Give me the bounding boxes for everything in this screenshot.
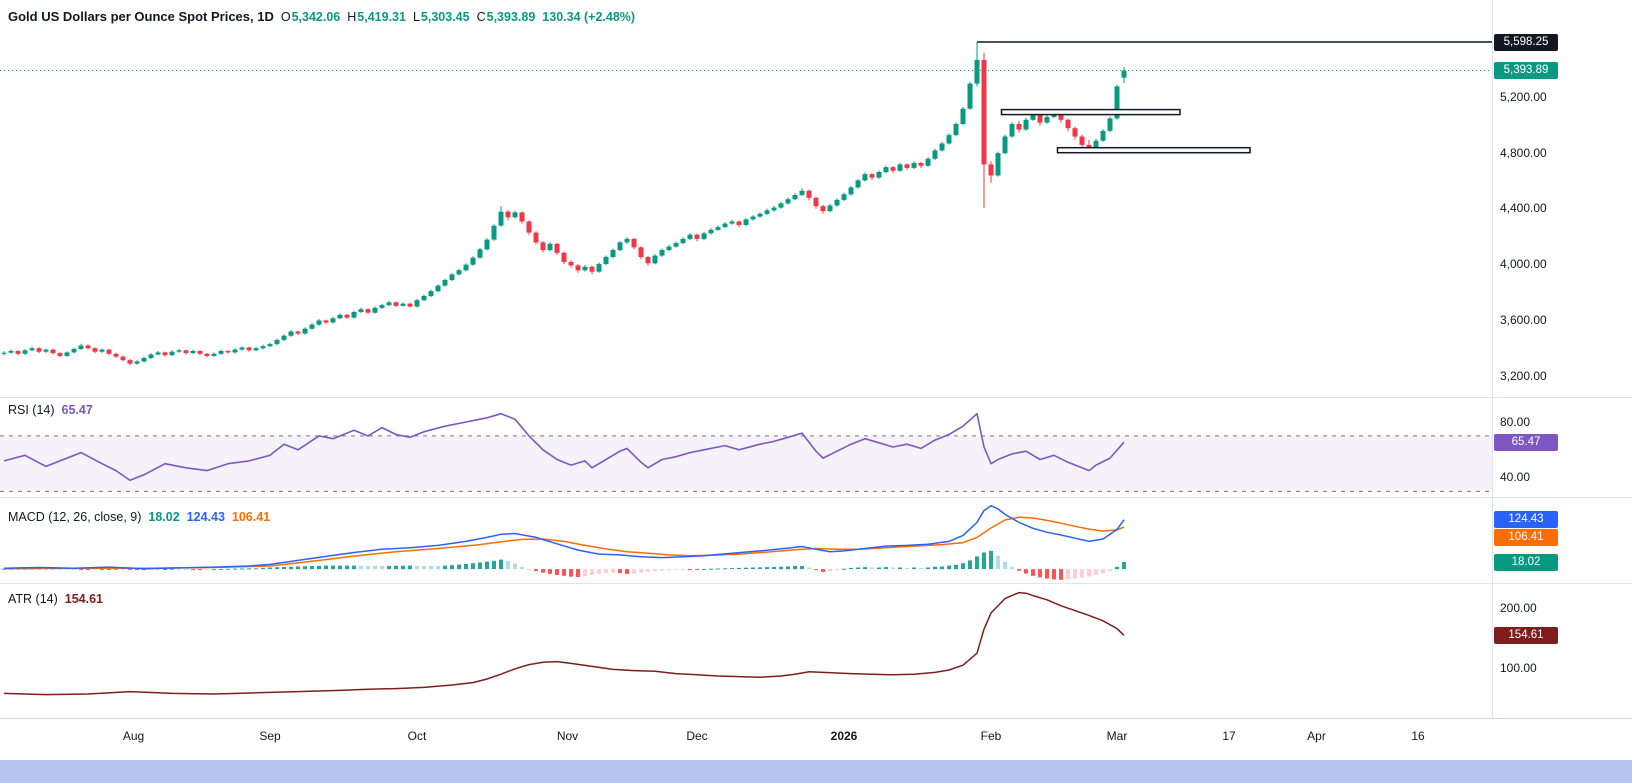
pane-separator[interactable] <box>0 397 1632 398</box>
low-value: 5,303.45 <box>420 10 470 24</box>
atr-value: 154.61 <box>64 592 104 606</box>
macd-signal-value: 106.41 <box>231 510 271 524</box>
atr-name: ATR (14) <box>8 592 58 606</box>
price-badge: 5,598.25 <box>1494 33 1558 51</box>
price-badge: 106.41 <box>1494 529 1558 547</box>
ohlc-low: L5,303.45 <box>413 10 470 24</box>
price-axis[interactable]: 5,598.25 5,393.89 5,200.00 4,800.00 4,400.00… <box>1492 0 1632 718</box>
chart-canvas[interactable] <box>0 0 1492 718</box>
pane-separator[interactable] <box>0 583 1632 584</box>
ohlc-high: H5,419.31 <box>347 10 406 24</box>
open-value: 5,342.06 <box>291 10 341 24</box>
atr-legend[interactable]: ATR (14) 154.61 <box>8 592 103 606</box>
time-axis[interactable]: Aug Sep Oct Nov Dec 2026 Feb Mar 17 Apr 16 <box>0 718 1632 761</box>
rsi-legend[interactable]: RSI (14) 65.47 <box>8 403 93 417</box>
change-value: 130.34 (+2.48%) <box>542 10 636 24</box>
axis-label: 3,600.00 <box>1500 312 1547 327</box>
axis-label: 100.00 <box>1500 660 1537 675</box>
ohlc-close: C5,393.89 <box>477 10 536 24</box>
price-badge: 65.47 <box>1494 433 1558 451</box>
macd-hist-value: 18.02 <box>148 510 180 524</box>
time-tick: 16 <box>1411 729 1425 743</box>
axis-label: 80.00 <box>1500 414 1531 429</box>
time-tick: Dec <box>686 729 708 743</box>
pane-separator[interactable] <box>0 497 1632 498</box>
low-label: L <box>412 10 420 24</box>
high-value: 5,419.31 <box>357 10 406 24</box>
ohlc-open: O5,342.06 <box>281 10 340 24</box>
time-tick: 17 <box>1222 729 1236 743</box>
macd-legend[interactable]: MACD (12, 26, close, 9) 18.02 124.43 106… <box>8 510 270 524</box>
time-tick: Sep <box>259 729 281 743</box>
macd-line-value: 124.43 <box>186 510 225 524</box>
high-label: H <box>347 10 357 24</box>
price-badge: 5,393.89 <box>1494 62 1558 79</box>
axis-label: 3,200.00 <box>1500 368 1547 383</box>
close-label: C <box>476 10 486 24</box>
price-badge: 18.02 <box>1494 553 1558 571</box>
axis-label: 4,800.00 <box>1500 145 1547 160</box>
open-label: O <box>280 10 291 24</box>
time-tick: Mar <box>1106 729 1128 743</box>
price-badge: 154.61 <box>1494 626 1558 644</box>
macd-name: MACD (12, 26, close, 9) <box>8 510 142 524</box>
time-tick: 2026 <box>830 729 858 743</box>
axis-label: 5,200.00 <box>1500 90 1547 104</box>
axis-label: 4,400.00 <box>1500 201 1547 216</box>
axis-label: 4,000.00 <box>1500 257 1547 272</box>
symbol-title: Gold US Dollars per Ounce Spot Prices, 1… <box>8 9 274 24</box>
rsi-name: RSI (14) <box>8 403 55 417</box>
axis-label: 40.00 <box>1500 470 1531 485</box>
axis-label: 200.00 <box>1500 600 1537 615</box>
time-tick: Nov <box>556 729 579 743</box>
price-badge: 124.43 <box>1494 511 1558 529</box>
time-tick: Oct <box>407 729 427 743</box>
time-tick: Aug <box>122 729 145 743</box>
time-tick: Feb <box>980 729 1002 743</box>
time-tick: Apr <box>1307 729 1326 743</box>
bottom-bar <box>0 760 1632 783</box>
rsi-value: 65.47 <box>61 403 93 417</box>
close-value: 5,393.89 <box>486 10 536 24</box>
price-legend[interactable]: Gold US Dollars per Ounce Spot Prices, 1… <box>8 9 635 24</box>
